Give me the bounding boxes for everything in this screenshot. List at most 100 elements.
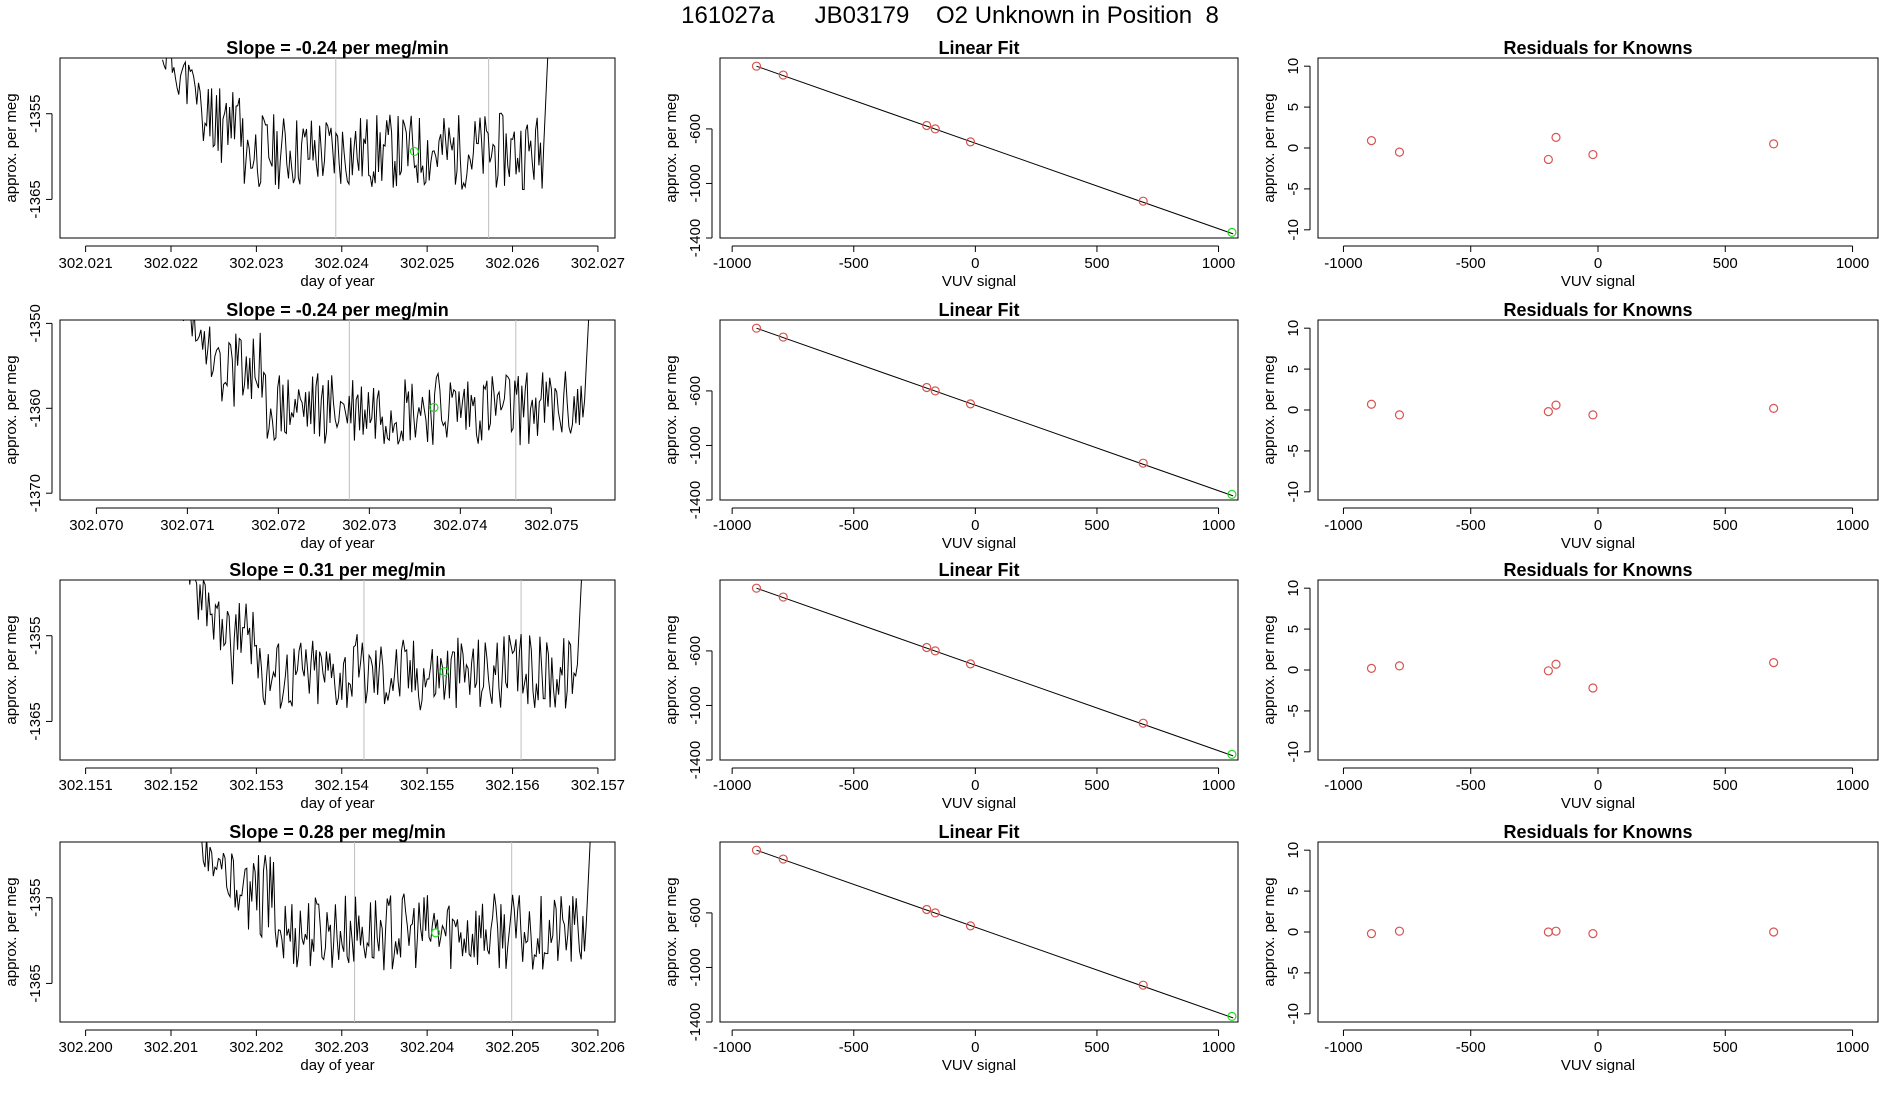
fit-line xyxy=(756,587,1234,757)
x-tick-label: -500 xyxy=(839,777,869,794)
chart-panel-linear-fit: Linear Fit -1000 -500 0 500 1000 VUV signal -60… xyxy=(663,822,1239,1074)
y-tick-label: 0 xyxy=(1285,406,1302,414)
residual-point xyxy=(1769,403,1779,413)
chart-panel-linear-fit: Linear Fit -1000 -500 0 500 1000 VUV signal -60… xyxy=(663,38,1239,290)
x-tick-label: 302.070 xyxy=(69,517,123,534)
chart-title: Linear Fit xyxy=(938,822,1019,842)
y-tick-label: -1365 xyxy=(27,964,44,1002)
y-tick-label: -5 xyxy=(1285,444,1302,457)
residual-point xyxy=(1366,929,1377,939)
plot-frame xyxy=(1317,57,1879,239)
unknown-point xyxy=(1227,489,1237,500)
x-tick-label: 302.204 xyxy=(400,1039,454,1056)
y-tick-label: -5 xyxy=(1285,704,1302,717)
x-tick-label: 1000 xyxy=(1836,1039,1869,1056)
known-point xyxy=(930,386,940,396)
plot-frame xyxy=(59,579,616,761)
chart-title: Slope = 0.31 per meg/min xyxy=(229,560,446,580)
y-tick-label: 5 xyxy=(1285,365,1302,373)
x-tick-label: 302.072 xyxy=(251,517,305,534)
residual-point xyxy=(1588,149,1598,160)
residual-point xyxy=(1588,410,1598,420)
plot-frame xyxy=(719,579,1239,761)
y-tick-label: -1000 xyxy=(687,164,704,202)
known-point xyxy=(922,382,932,393)
x-tick-label: 302.073 xyxy=(342,517,396,534)
x-axis-label: day of year xyxy=(300,273,374,290)
y-tick-label: -1000 xyxy=(687,686,704,724)
x-tick-label: 500 xyxy=(1084,1039,1109,1056)
y-tick-label: -10 xyxy=(1285,741,1302,763)
known-point xyxy=(930,124,940,134)
y-tick-label: -1000 xyxy=(687,948,704,986)
x-tick-label: -500 xyxy=(839,255,869,272)
fit-line xyxy=(756,327,1234,497)
known-point xyxy=(965,399,976,409)
known-point xyxy=(965,921,976,931)
x-axis-label: VUV signal xyxy=(942,273,1016,290)
y-tick-label: 5 xyxy=(1285,625,1302,633)
chart-title: Residuals for Knowns xyxy=(1503,560,1692,580)
chart-panel-linear-fit: Linear Fit -1000 -500 0 500 1000 VUV signal -60… xyxy=(663,560,1239,812)
x-tick-label: -1000 xyxy=(1324,517,1362,534)
plot-frame xyxy=(59,841,616,1023)
x-tick-label: 1000 xyxy=(1202,517,1235,534)
plot-area xyxy=(751,61,1237,238)
x-tick-label: 1000 xyxy=(1836,517,1869,534)
x-tick-label: -500 xyxy=(839,517,869,534)
x-tick-label: -1000 xyxy=(713,777,751,794)
x-tick-label: 1000 xyxy=(1202,255,1235,272)
x-axis-label: VUV signal xyxy=(1561,273,1635,290)
x-tick-label: 302.021 xyxy=(58,255,112,272)
x-tick-label: 302.155 xyxy=(400,777,454,794)
x-tick-label: -500 xyxy=(839,1039,869,1056)
y-tick-label: 0 xyxy=(1285,144,1302,152)
x-axis-label: VUV signal xyxy=(942,535,1016,552)
x-tick-label: 302.202 xyxy=(229,1039,283,1056)
residual-point xyxy=(1588,683,1598,693)
unknown-point xyxy=(431,928,441,938)
known-point xyxy=(930,646,940,656)
x-tick-label: 500 xyxy=(1713,777,1738,794)
x-axis-label: day of year xyxy=(300,1057,374,1074)
y-axis-label: approx. per meg xyxy=(3,355,20,464)
chart-title: Residuals for Knowns xyxy=(1503,38,1692,58)
plot-area xyxy=(751,845,1237,1022)
known-point xyxy=(1138,718,1148,728)
unknown-point xyxy=(1227,227,1237,238)
y-tick-label: -1355 xyxy=(27,617,44,655)
x-tick-label: 302.206 xyxy=(571,1039,625,1056)
residual-point xyxy=(1394,661,1405,671)
known-point xyxy=(965,659,976,669)
y-tick-label: 0 xyxy=(1285,666,1302,674)
y-tick-label: 10 xyxy=(1285,842,1302,859)
y-tick-label: -600 xyxy=(687,114,704,144)
x-tick-label: 302.074 xyxy=(433,517,487,534)
plot-frame xyxy=(719,57,1239,239)
signal-trace xyxy=(188,580,582,711)
x-tick-label: 0 xyxy=(971,1039,979,1056)
residual-point xyxy=(1769,658,1779,668)
x-tick-label: -500 xyxy=(1456,517,1486,534)
y-tick-label: -1400 xyxy=(687,741,704,779)
known-point xyxy=(751,583,762,593)
chart-panel-residuals: Residuals for Knowns -1000 -500 0 500 1000 VUV… xyxy=(1261,560,1879,812)
residual-point xyxy=(1366,663,1377,673)
known-point xyxy=(778,70,788,80)
chart-panel-linear-fit: Linear Fit -1000 -500 0 500 1000 VUV signal -60… xyxy=(663,300,1239,552)
x-tick-label: -1000 xyxy=(1324,1039,1362,1056)
x-tick-label: 302.027 xyxy=(571,255,625,272)
plot-frame xyxy=(59,57,616,239)
x-tick-label: -500 xyxy=(1456,255,1486,272)
residual-point xyxy=(1394,147,1405,157)
x-tick-label: 302.026 xyxy=(485,255,539,272)
chart-title: Slope = -0.24 per meg/min xyxy=(226,300,449,320)
chart-panel-residuals: Residuals for Knowns -1000 -500 0 500 1000 VUV… xyxy=(1261,38,1879,290)
known-point xyxy=(922,120,932,131)
x-tick-label: 0 xyxy=(1594,517,1602,534)
x-tick-label: -500 xyxy=(1456,777,1486,794)
x-tick-label: 302.205 xyxy=(485,1039,539,1056)
y-tick-label: 5 xyxy=(1285,103,1302,111)
residual-point xyxy=(1551,400,1561,410)
residual-point xyxy=(1394,926,1405,936)
